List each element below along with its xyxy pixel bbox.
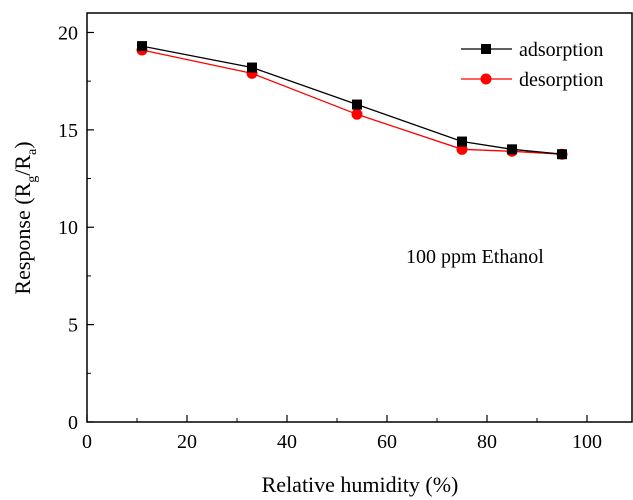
x-tick-label: 100 bbox=[572, 431, 602, 453]
x-tick-label: 60 bbox=[377, 431, 397, 453]
legend-label-desorption: desorption bbox=[519, 69, 603, 91]
legend-marker-adsorption bbox=[481, 44, 491, 54]
x-tick-label: 40 bbox=[277, 431, 297, 453]
data-point-adsorption bbox=[507, 144, 517, 155]
annotation-text: 100 ppm Ethanol bbox=[406, 246, 544, 268]
series-line-desorption bbox=[141, 49, 563, 155]
ticks-layer: 0 20 40 60 80 100 0 5 10 15 20 bbox=[58, 22, 602, 453]
data-point-adsorption bbox=[247, 62, 257, 73]
y-axis-title: Response (Rg/Ra) bbox=[10, 141, 40, 294]
data-point-desorption bbox=[351, 108, 363, 120]
data-point-adsorption bbox=[557, 149, 567, 160]
y-tick-label: 5 bbox=[68, 315, 78, 337]
x-tick-label: 20 bbox=[177, 431, 197, 453]
series-layer bbox=[136, 41, 568, 160]
y-axis-title-end: ) bbox=[10, 141, 35, 148]
y-tick-label: 15 bbox=[58, 120, 78, 142]
y-axis-title-mid: /R bbox=[10, 155, 35, 176]
legend-label-adsorption: adsorption bbox=[519, 39, 603, 61]
y-tick-label: 10 bbox=[58, 217, 78, 239]
plot-frame bbox=[86, 12, 633, 423]
x-tick-label: 0 bbox=[82, 431, 92, 453]
data-point-adsorption bbox=[137, 41, 147, 52]
y-axis-title-sub-a: a bbox=[25, 148, 40, 155]
x-axis-title: Relative humidity (%) bbox=[262, 472, 459, 497]
legend-marker-desorption bbox=[480, 73, 492, 85]
y-tick-label: 0 bbox=[68, 412, 78, 434]
data-point-desorption bbox=[456, 143, 468, 155]
x-tick-label: 80 bbox=[477, 431, 497, 453]
y-tick-label: 20 bbox=[58, 22, 78, 44]
y-axis-title-main: Response (R bbox=[10, 182, 35, 294]
legend: adsorption desorption bbox=[461, 39, 603, 91]
data-point-adsorption bbox=[457, 136, 467, 147]
data-point-adsorption bbox=[352, 99, 362, 110]
y-axis-title-sub-g: g bbox=[25, 176, 40, 183]
series-line-adsorption bbox=[141, 45, 563, 155]
